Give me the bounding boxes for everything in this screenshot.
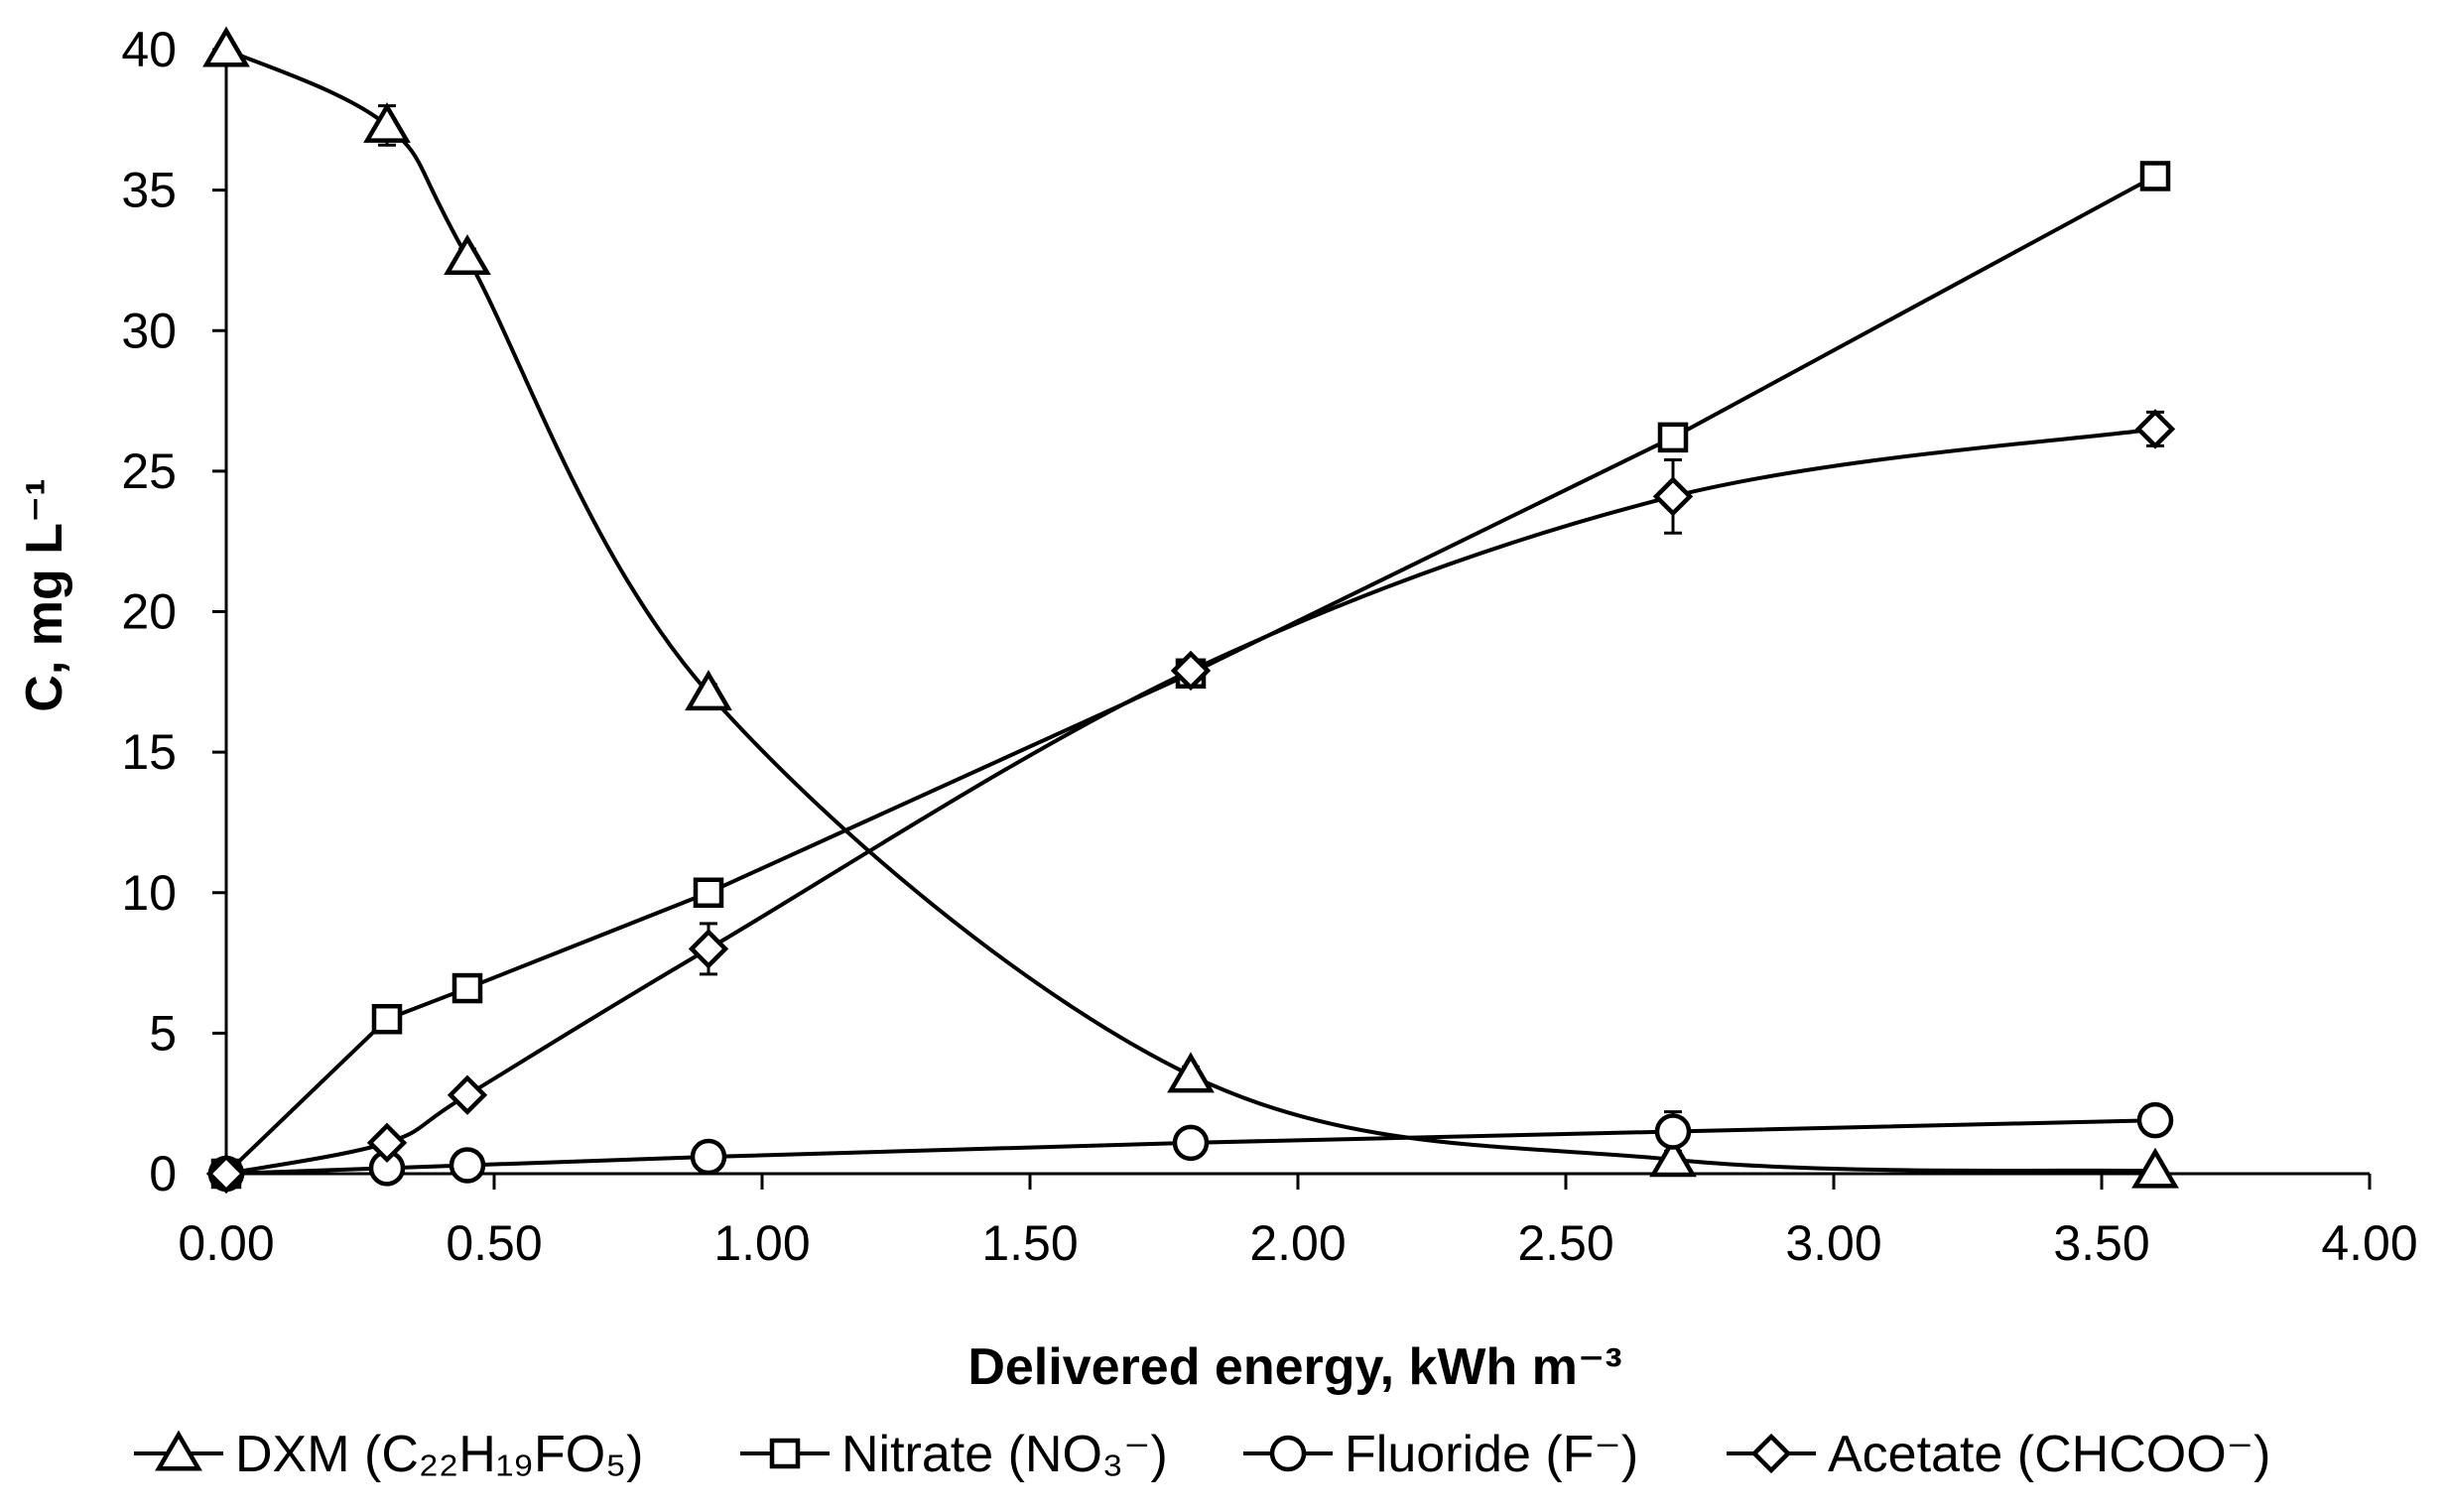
legend-item-nitrate: Nitrate (NO₃⁻) [740,1426,1168,1483]
acetate-point [2134,409,2176,449]
y-tick-label: 20 [121,584,177,640]
legend-item-fluoride: Fluoride (F⁻) [1243,1426,1638,1483]
fluoride-point [2136,1101,2174,1139]
dxm-series-line [225,48,2156,1174]
y-tick-label: 0 [149,1146,177,1201]
y-tick-label: 30 [121,303,177,358]
acetate-series-line [225,427,2156,1176]
fluoride-point [690,1138,727,1176]
nitrate-point [2139,161,2171,191]
dxm-point [1649,1136,1697,1178]
dxm-point [202,26,250,67]
acetate-point [1652,476,1694,517]
nitrate-point [693,877,724,908]
y-tick-label: 35 [121,163,177,218]
y-axis-title: C, mg L⁻¹ [16,478,73,711]
x-tick-label: 0.00 [178,1215,274,1271]
dxm-point [1167,1052,1215,1093]
legend-item-acetate: Acetate (CHCOO⁻) [1727,1426,2270,1483]
acetate-point [205,1153,247,1195]
nitrate-point [1657,422,1689,453]
nitrate-point [451,972,483,1004]
legend-marker-fluoride [1269,1435,1307,1472]
dxm-point [444,234,491,276]
x-tick-label: 1.50 [981,1215,1078,1271]
x-tick-label: 3.50 [2053,1215,2149,1271]
acetate-point [688,929,729,969]
y-tick-label: 15 [121,724,177,780]
y-tick-label: 40 [121,22,177,77]
dxm-point [363,102,411,143]
y-tick-label: 5 [149,1005,177,1061]
y-tick-label: 25 [121,443,177,499]
acetate-point [1170,650,1212,692]
fluoride-point [449,1147,486,1184]
fluoride-point [1172,1124,1210,1162]
x-tick-label: 2.50 [1517,1215,1613,1271]
dxm-point [2131,1147,2179,1189]
dxm-point [685,670,732,711]
legend-marker-nitrate [769,1438,801,1469]
x-tick-label: 2.00 [1249,1215,1346,1271]
legend: DXM (C₂₂H₁₉FO₅) Nitrate (NO₃⁻) Fluoride (F… [134,1426,2270,1483]
x-tick-label: 4.00 [2321,1215,2417,1271]
x-axis-title: Delivered energy, kWh m⁻³ [967,1338,1621,1396]
plot-lines [224,48,2164,1176]
legend-label-fluoride: Fluoride (F⁻) [1345,1426,1638,1483]
y-tick-label: 10 [121,865,177,921]
legend-label-acetate: Acetate (CHCOO⁻) [1828,1426,2270,1483]
legend-item-dxm: DXM (C₂₂H₁₉FO₅) [134,1426,643,1483]
markers [202,26,2179,1195]
nitrate-point [371,1003,403,1035]
x-tick-label: 1.00 [713,1215,810,1271]
x-tick-label: 0.50 [446,1215,542,1271]
fluoride-point [1654,1113,1692,1150]
x-tick-label: 3.00 [1785,1215,1881,1271]
legend-marker-acetate [1750,1433,1792,1474]
legend-marker-dxm [155,1430,202,1471]
legend-label-dxm: DXM (C₂₂H₁₉FO₅) [235,1426,643,1483]
axes: 0 5 10 15 20 25 30 35 40 0.00 0.50 1.00 1.50 2.00 2.50… [121,22,2417,1271]
acetate-point [447,1074,488,1115]
acetate-point [366,1122,408,1164]
legend-label-nitrate: Nitrate (NO₃⁻) [841,1426,1168,1483]
